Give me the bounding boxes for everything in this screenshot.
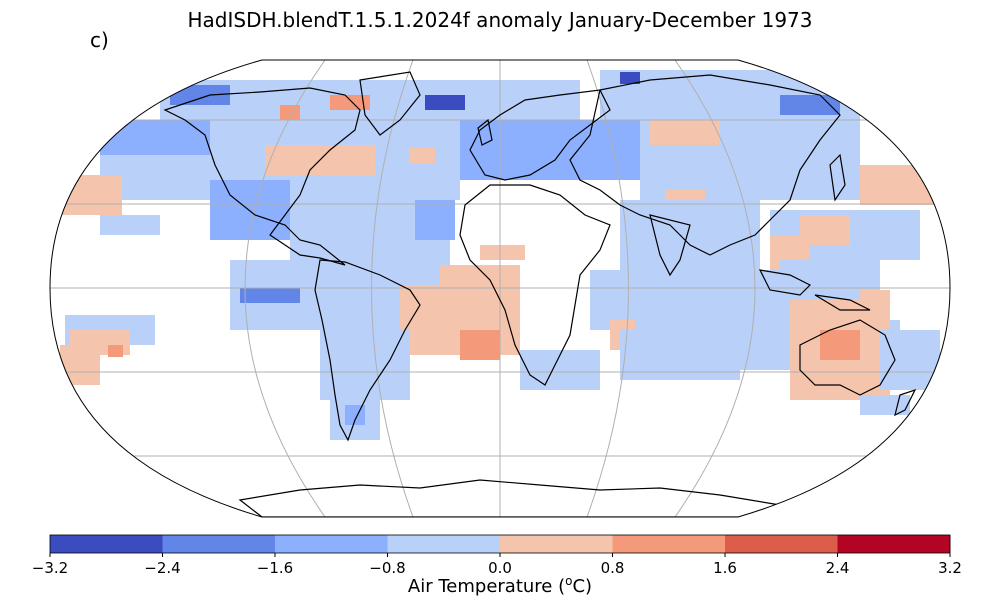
- panel-label: c): [90, 28, 109, 52]
- colorbar-tick-label: 0.8: [601, 559, 625, 577]
- colorbar-segment: [162, 535, 276, 553]
- colorbar-segment: [837, 535, 951, 553]
- graticule: [50, 60, 950, 517]
- colorbar-segment: [500, 535, 613, 553]
- colorbar-tick-label: −1.6: [257, 559, 293, 577]
- globe-outline: [49, 59, 951, 518]
- coastlines: [163, 71, 917, 517]
- colorbar-label-end: C): [572, 576, 593, 597]
- colorbar-tick-label: 0.0: [488, 559, 512, 577]
- colorbar-label: Air Temperature (oC): [0, 574, 1000, 597]
- colorbar-tick-label: −0.8: [369, 559, 405, 577]
- colorbar-tick-label: 1.6: [713, 559, 737, 577]
- colorbar-segment: [275, 535, 388, 553]
- colorbar-segment: [50, 535, 163, 553]
- colorbar-segment: [725, 535, 838, 553]
- colorbar-segment: [612, 535, 726, 553]
- anomaly-grid: [60, 70, 940, 440]
- colorbar-tick-label: −2.4: [144, 559, 180, 577]
- colorbar-ticks: −3.2 −2.4 −1.6 −0.8 0.0 0.8 1.6 2.4 3.2: [32, 553, 962, 577]
- colorbar-segment: [387, 535, 501, 553]
- colorbar: [49, 534, 951, 554]
- colorbar-label-main: Air Temperature (: [407, 576, 566, 597]
- colorbar-tick-label: 2.4: [826, 559, 850, 577]
- colorbar-label-sup: o: [565, 574, 573, 588]
- colorbar-tick-label: −3.2: [32, 559, 68, 577]
- chart-title: HadISDH.blendT.1.5.1.2024f anomaly Janua…: [187, 8, 813, 32]
- colorbar-tick-label: 3.2: [938, 559, 962, 577]
